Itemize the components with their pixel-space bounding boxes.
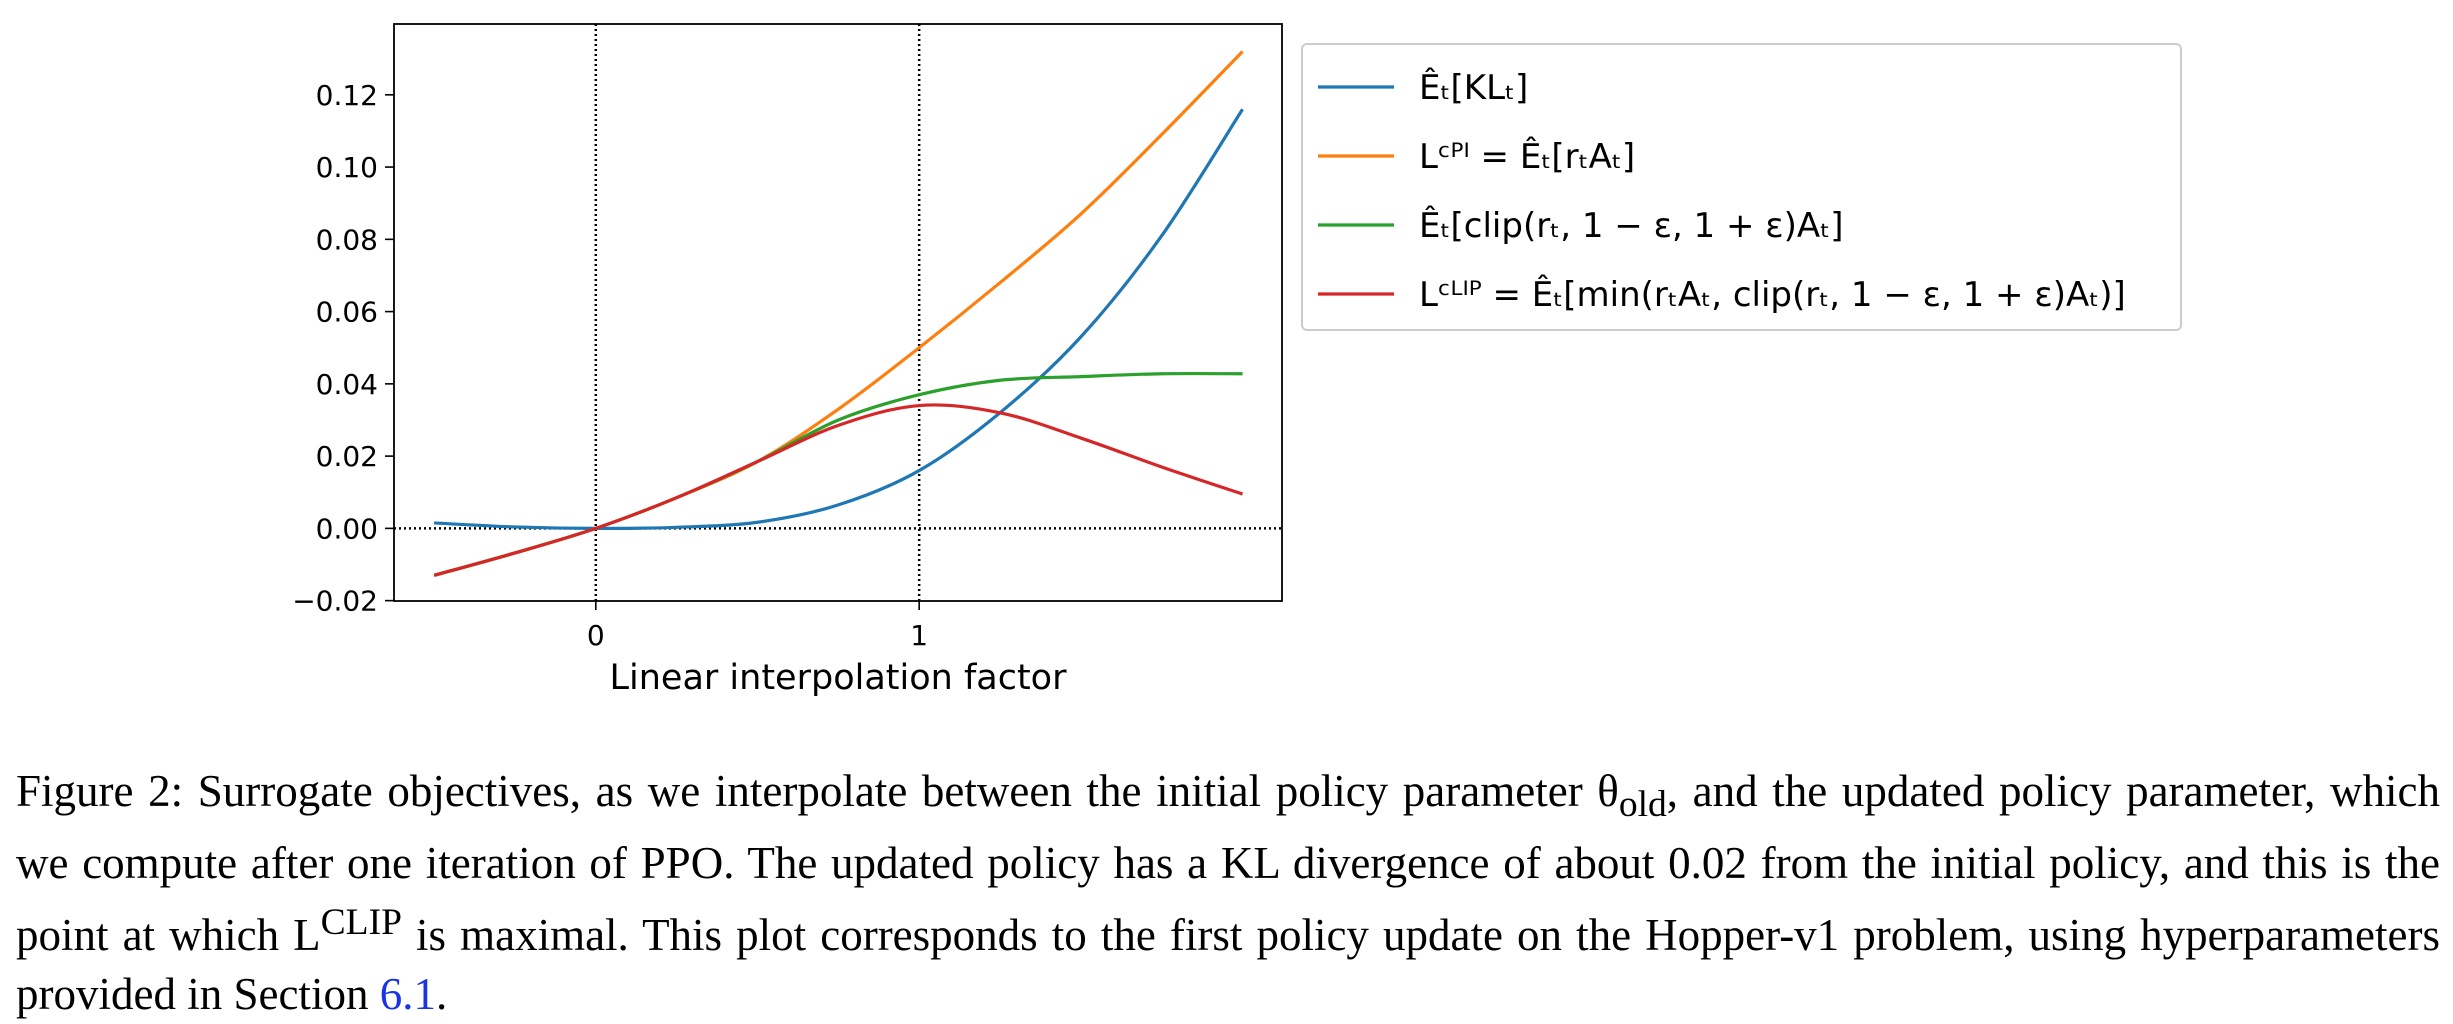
chart: −0.02 0.00 0.02 0.04 0.06 0.08 0.10 0.12 0 1 Linea… (292, 23, 2182, 698)
section-link[interactable]: 6.1 (379, 969, 436, 1019)
caption-text: . (435, 969, 448, 1019)
legend-label: Lᶜᴾᴵ = Êₜ[rₜAₜ] (1419, 136, 1635, 177)
x-tick-label: 1 (910, 619, 928, 652)
y-tick-label: 0.08 (316, 223, 378, 256)
caption-text: , and the updated policy parameter, whic… (16, 766, 2441, 960)
y-tick-label: 0.04 (316, 368, 378, 401)
series-line (434, 108, 1244, 530)
page: −0.02 0.00 0.02 0.04 0.06 0.08 0.10 0.12 0 1 Linea… (16, 23, 2441, 1019)
legend-label: Êₜ[clip(rₜ, 1 − ε, 1 + ε)Aₜ] (1419, 205, 1844, 246)
caption-text: Figure 2: Surrogate objectives, as we in… (16, 766, 1619, 816)
y-tick-label: −0.02 (292, 585, 378, 618)
x-tick-label: 0 (587, 619, 605, 652)
legend-label: Lᶜᴸᴵᴾ = Êₜ[min(rₜAₜ, clip(rₜ, 1 − ε, 1 +… (1419, 274, 2126, 315)
y-tick-label: 0.02 (316, 440, 378, 473)
caption-sup: CLIP (320, 902, 402, 943)
y-tick-label: 0.00 (316, 512, 378, 545)
series-line (433, 50, 1244, 577)
y-tick-label: 0.12 (316, 79, 378, 112)
x-axis-label: Linear interpolation factor (610, 658, 1068, 698)
legend-box (1301, 43, 2182, 331)
legend-label: Êₜ[KLₜ] (1419, 67, 1528, 108)
series-line (433, 403, 1244, 577)
y-tick-label: 0.06 (316, 296, 378, 329)
y-tick-label: 0.10 (316, 151, 378, 184)
caption: Figure 2: Surrogate objectives, as we in… (16, 762, 2440, 1024)
plot-frame (393, 23, 1283, 602)
series-line (433, 371, 1243, 577)
caption-sub: old (1618, 784, 1667, 825)
